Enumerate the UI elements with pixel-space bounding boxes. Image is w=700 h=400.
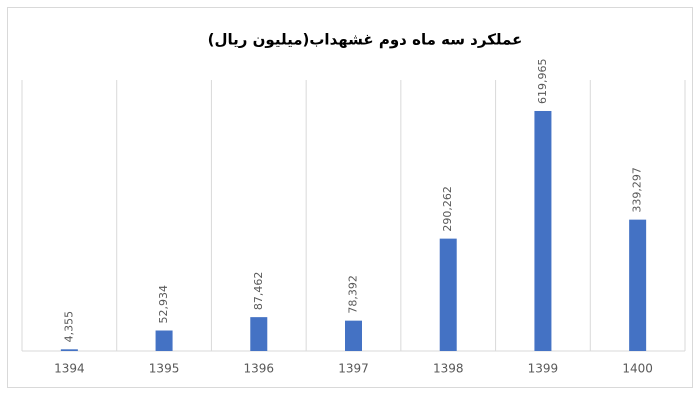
x-tick-label: 1398 <box>433 362 464 376</box>
bar <box>345 320 362 351</box>
bar <box>439 238 457 351</box>
x-tick-label: 1399 <box>528 362 559 376</box>
data-label: 78,392 <box>347 275 360 314</box>
chart-title: عملکرد سه ماه دوم غشهداب(میلیون ریال) <box>208 31 523 49</box>
bar <box>250 317 268 351</box>
x-tick-label: 1397 <box>338 362 369 376</box>
x-tick-label: 1394 <box>54 362 85 376</box>
data-label: 619,965 <box>536 58 549 104</box>
x-tick-label: 1396 <box>244 362 275 376</box>
data-label: 87,462 <box>252 272 265 311</box>
x-tick-label: 1395 <box>149 362 180 376</box>
data-label: 52,934 <box>157 285 170 324</box>
bar <box>155 330 173 351</box>
bar <box>534 110 552 351</box>
data-label: 4,355 <box>62 311 75 343</box>
data-label: 290,262 <box>441 186 454 232</box>
bar <box>60 349 78 351</box>
bar <box>629 219 647 351</box>
x-tick-label: 1400 <box>622 362 653 376</box>
data-label: 339,297 <box>631 167 644 213</box>
